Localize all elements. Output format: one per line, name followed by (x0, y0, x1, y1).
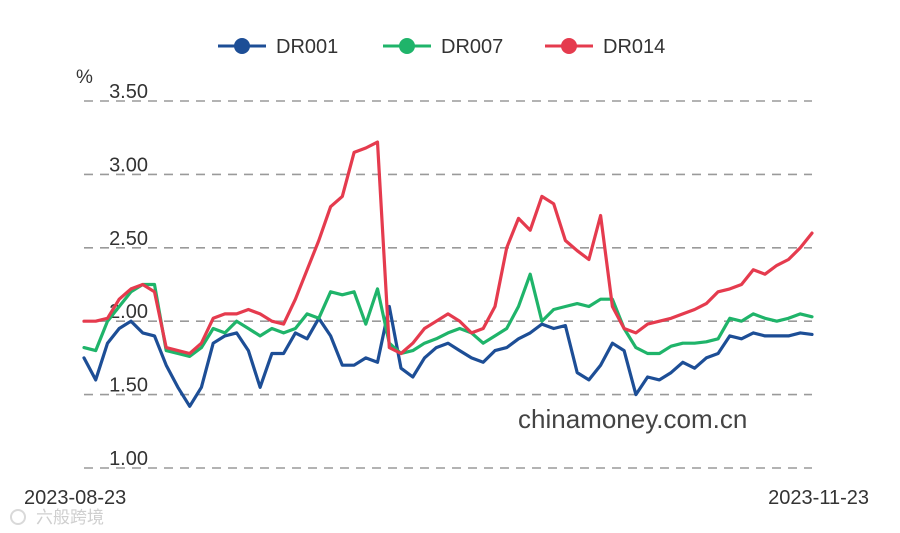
series-lines (82, 140, 814, 408)
watermark-text: chinamoney.com.cn (518, 404, 747, 434)
legend-swatch-dot (234, 38, 250, 54)
legend-swatch-dot (561, 38, 577, 54)
legend-swatch-dot (399, 38, 415, 54)
y-axis-unit-label: % (76, 67, 93, 88)
legend-item-dr001: DR001 (218, 36, 338, 58)
chart-legend: DR001 DR007 DR014 (218, 36, 665, 58)
x-axis-start-label: 2023-08-23 (24, 487, 126, 509)
y-axis-ticks: 1.001.502.002.503.003.50 (109, 81, 148, 470)
x-axis-end-label: 2023-11-23 (768, 487, 869, 509)
legend-label: DR014 (603, 36, 665, 58)
y-tick-label: 1.50 (109, 375, 148, 397)
y-tick-label: 1.00 (109, 448, 148, 470)
legend-item-dr014: DR014 (545, 36, 665, 58)
corner-logo: 六般跨境 (10, 508, 104, 528)
series-line-dr007 (82, 272, 814, 358)
legend-label: DR007 (441, 36, 503, 58)
y-tick-label: 2.50 (109, 228, 148, 250)
y-tick-label: 3.50 (109, 81, 148, 103)
series-line-dr014 (82, 140, 814, 356)
legend-item-dr007: DR007 (383, 36, 503, 58)
logo-text: 六般跨境 (36, 508, 104, 528)
series-line-dr001 (82, 304, 814, 408)
y-tick-label: 3.00 (109, 154, 148, 176)
legend-label: DR001 (276, 36, 338, 58)
